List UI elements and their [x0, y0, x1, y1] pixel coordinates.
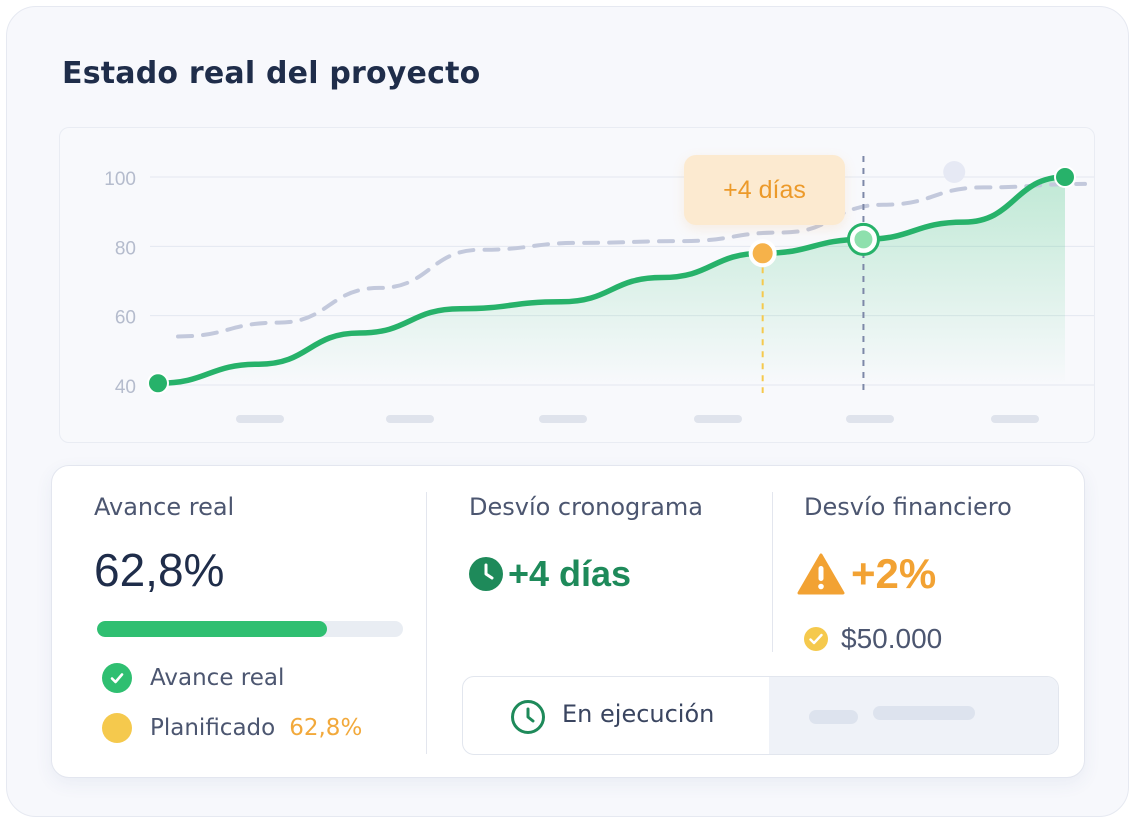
clock-outline-icon	[510, 699, 546, 735]
divider	[772, 492, 773, 652]
status-label: En ejecución	[562, 700, 715, 728]
cronograma-label: Desvío cronograma	[469, 493, 703, 521]
financiero-amount: $50.000	[841, 623, 943, 654]
check-circle-icon	[803, 626, 829, 652]
legend-label: Avance real	[150, 665, 285, 691]
series-line-actual	[155, 174, 1068, 387]
legend-item-planificado: Planificado 62,8%	[102, 713, 362, 743]
divider	[426, 492, 427, 754]
data-point-end	[1054, 166, 1076, 188]
cronograma-value: +4 días	[508, 553, 632, 594]
chart-panel: 100 80 60 40	[59, 127, 1095, 443]
x-tick-placeholder	[236, 415, 284, 423]
x-tick-placeholder	[386, 415, 434, 423]
dot-icon	[102, 713, 132, 743]
x-tick-placeholder	[694, 415, 742, 423]
y-tick-label: 60	[115, 308, 136, 329]
planned-point-ghost	[943, 161, 966, 183]
legend-label: Planificado	[150, 715, 276, 741]
avance-progress-fill	[97, 621, 327, 637]
financiero-sub: $50.000	[803, 623, 942, 655]
warning-icon	[797, 552, 845, 596]
check-circle-icon	[102, 663, 132, 693]
chart-tooltip: +4 días	[684, 155, 845, 225]
avance-value: 62,8%	[94, 544, 225, 596]
financiero-value: +2%	[851, 550, 937, 597]
legend-item-avance: Avance real	[102, 663, 284, 693]
financiero-label: Desvío financiero	[804, 493, 1012, 521]
actual-area	[158, 177, 1065, 385]
status-box[interactable]: En ejecución	[462, 676, 1059, 755]
y-tick-label: 80	[115, 238, 136, 259]
placeholder-bar	[873, 706, 975, 720]
x-tick-placeholder	[991, 415, 1039, 423]
x-tick-placeholder	[539, 415, 587, 423]
y-tick-label: 100	[104, 169, 136, 190]
placeholder-bar	[809, 710, 858, 724]
data-point-current	[854, 230, 873, 249]
avance-progress-bar	[97, 621, 403, 637]
x-tick-placeholder	[846, 415, 894, 423]
clock-icon	[468, 556, 504, 592]
series-line-planned	[176, 181, 1087, 339]
y-tick-label: 40	[115, 377, 136, 398]
cronograma-metric: +4 días	[468, 553, 631, 595]
page-title: Estado real del proyecto	[62, 56, 481, 91]
avance-label: Avance real	[94, 493, 235, 521]
data-point-annotated	[748, 239, 777, 268]
data-point-start	[147, 372, 169, 395]
progress-chart: 100 80 60 40	[104, 156, 1094, 423]
financiero-metric: +2%	[797, 550, 936, 598]
status-placeholder-area	[769, 677, 1058, 754]
legend-value: 62,8%	[289, 715, 363, 741]
